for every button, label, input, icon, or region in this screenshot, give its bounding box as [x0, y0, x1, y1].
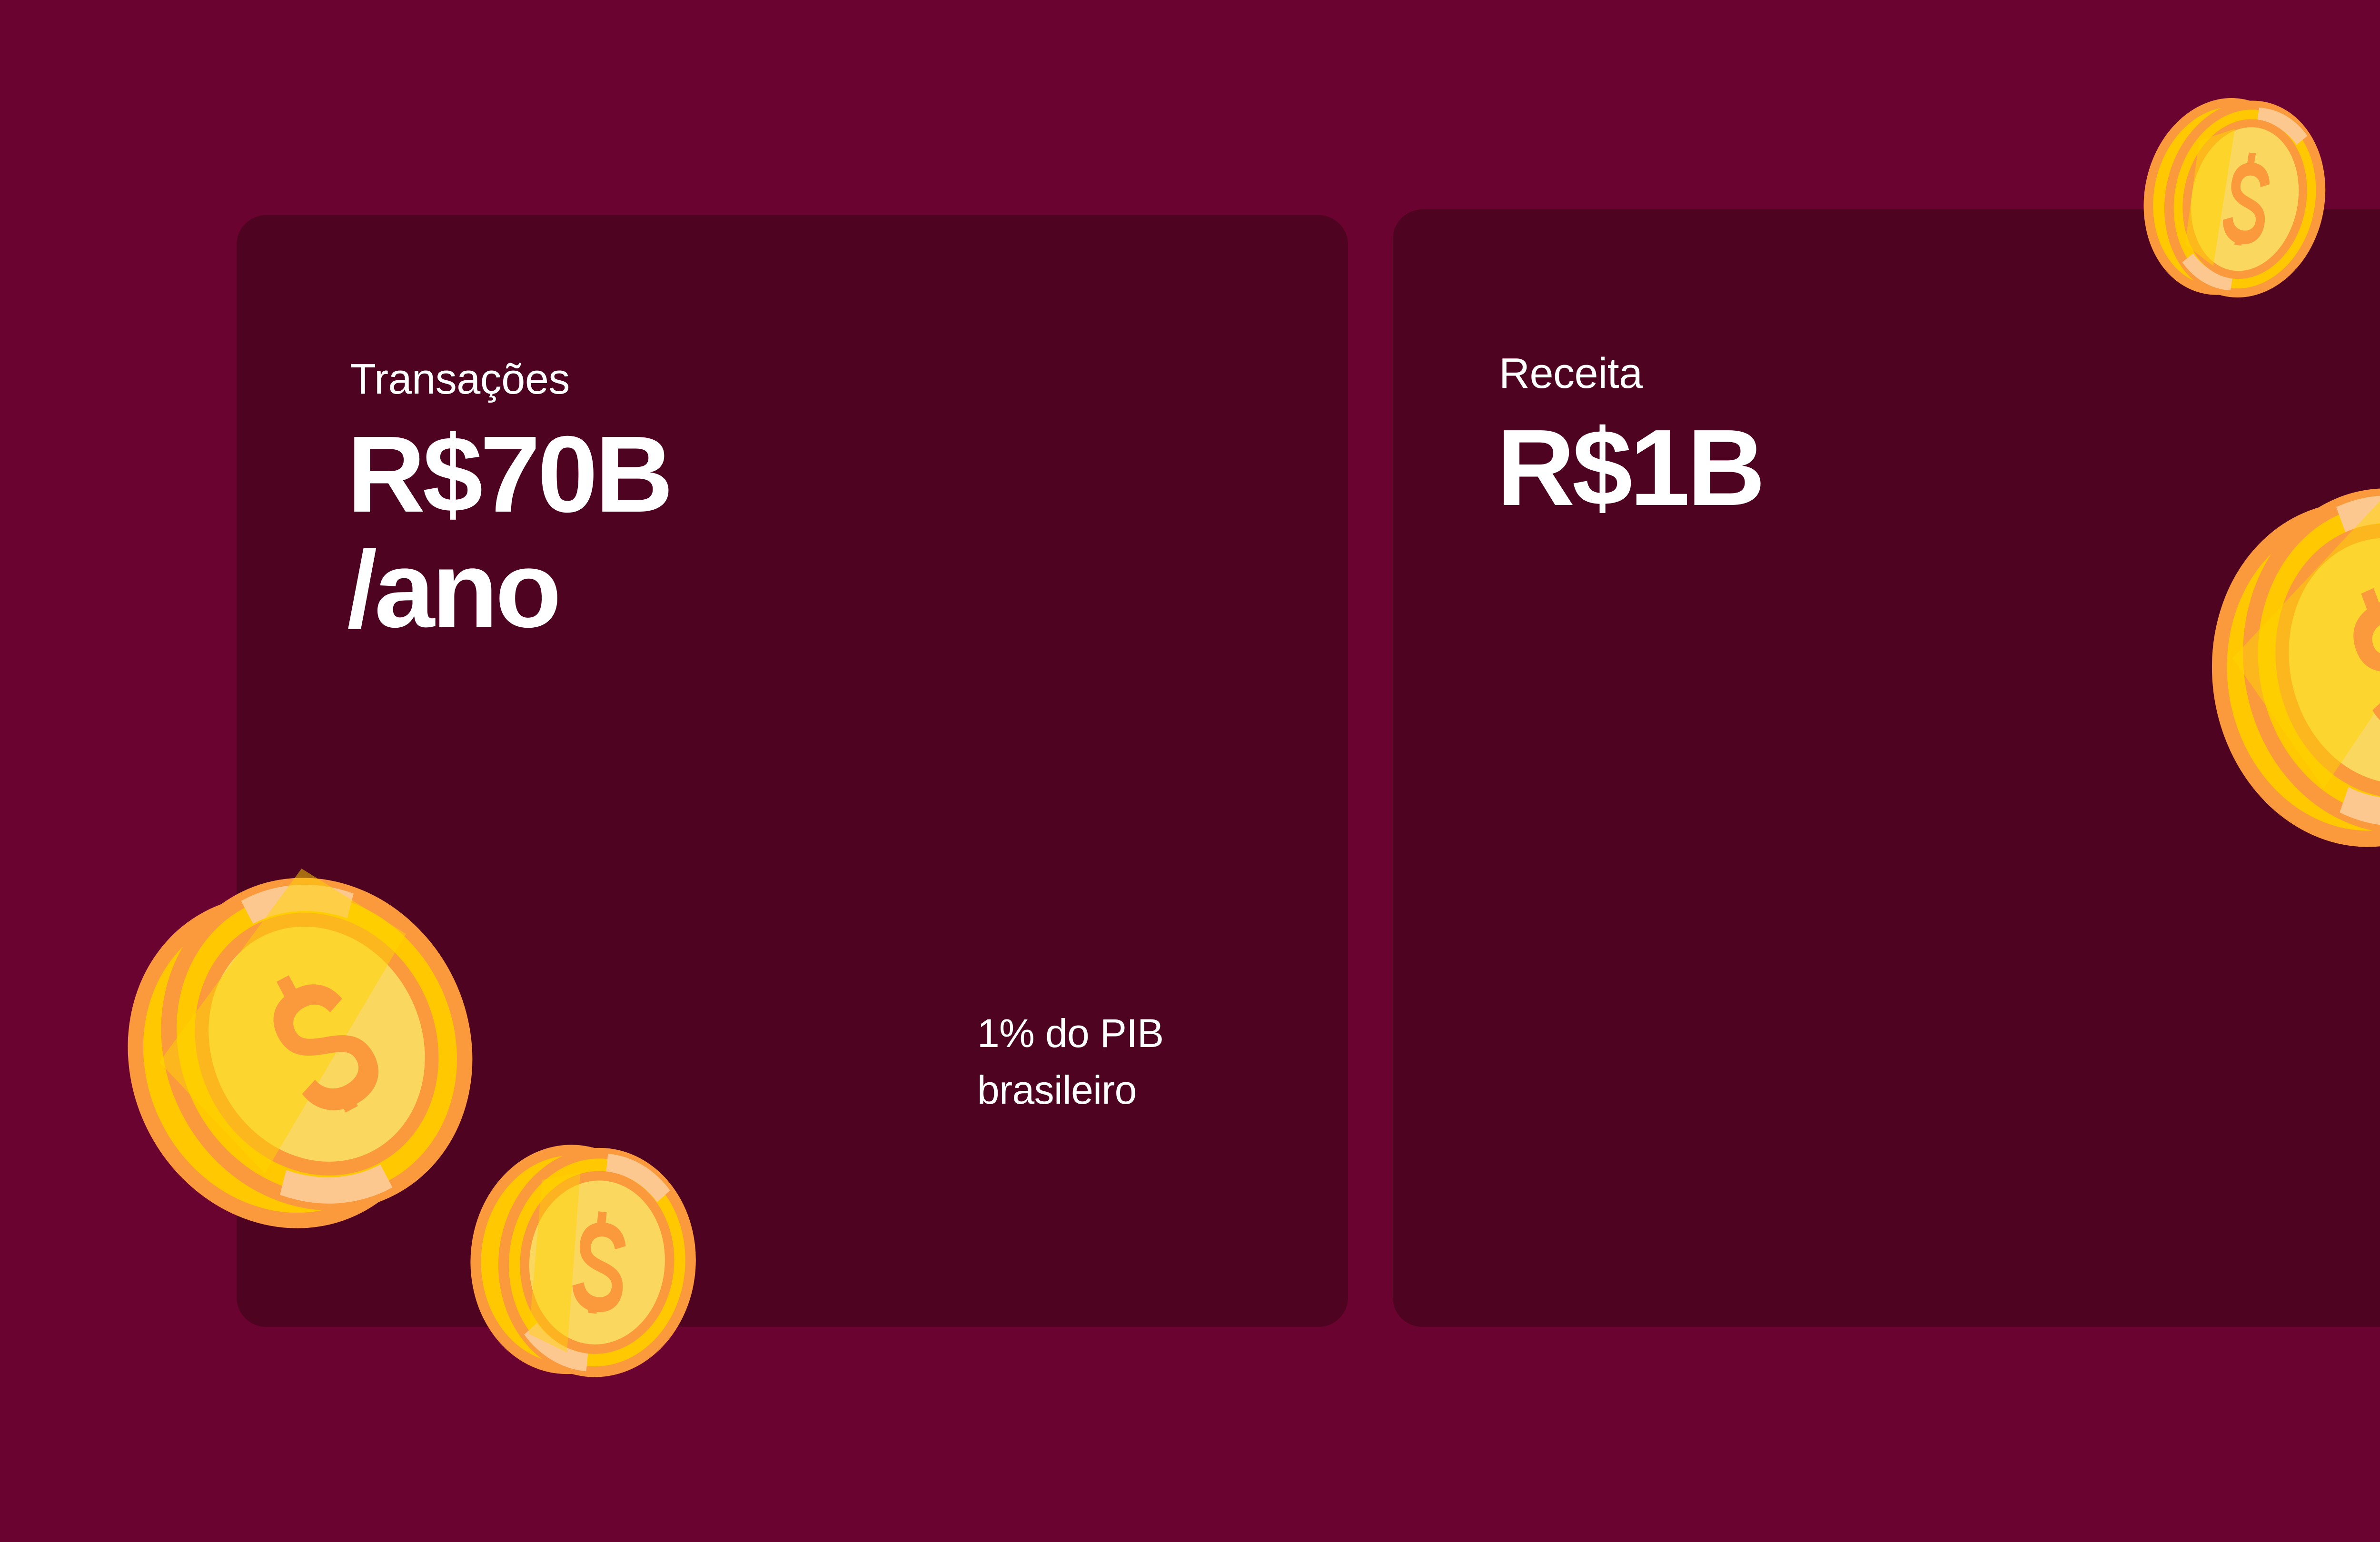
stat-card-note-transacoes: 1% do PIB brasileiro	[977, 1011, 1164, 1113]
stat-card-receita: Receita R$1B	[1393, 209, 2380, 1327]
stat-card-transacoes: Transações R$70B /ano 1% do PIB brasilei…	[237, 215, 1348, 1327]
stat-card-value-transacoes: R$70B /ano	[347, 414, 674, 650]
stat-card-label-receita: Receita	[1499, 350, 1643, 397]
stat-card-value-receita: R$1B	[1497, 407, 1765, 528]
stat-card-label-transacoes: Transações	[350, 356, 570, 403]
